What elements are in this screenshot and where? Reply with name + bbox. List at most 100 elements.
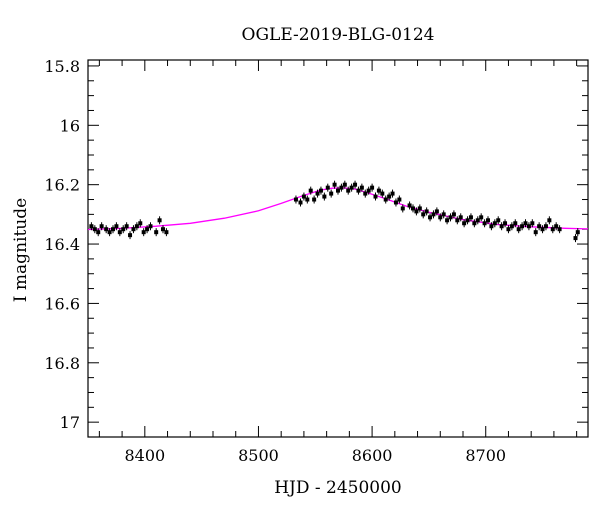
data-point [387,192,392,201]
data-point [393,198,398,207]
data-point [96,228,101,237]
data-point [417,204,422,213]
data-point [438,213,443,222]
data-point [489,222,494,231]
y-axis-title: I magnitude [11,198,31,302]
data-point [104,225,109,234]
y-tick-label: 17 [60,413,80,432]
data-point [428,213,433,222]
data-point [486,216,490,225]
data-point [397,195,402,204]
data-point [462,219,467,228]
data-point [513,219,518,228]
data-points-layer [89,180,580,243]
data-point [124,222,129,231]
data-point [157,216,162,225]
data-point [472,219,477,228]
data-point [455,216,460,225]
data-point [308,186,313,195]
data-point [92,225,97,234]
data-point [400,204,405,213]
data-point [550,225,555,234]
data-point [325,183,330,192]
data-point [543,222,548,231]
x-axis-tick-labels: 8400 8500 8600 8700 [124,446,506,465]
data-point [134,222,139,231]
data-point [448,213,453,222]
data-point [336,186,340,195]
data-point [554,222,559,231]
data-point [540,225,545,234]
chart-title: OGLE-2019-BLG-0124 [242,25,435,45]
data-point [383,195,388,204]
data-point [390,189,395,198]
x-axis-ticks [98,60,578,437]
y-axis-ticks [88,65,588,438]
y-tick-label: 15.8 [44,57,80,76]
data-point [533,228,538,237]
data-point [547,216,552,225]
y-tick-label: 16.6 [44,294,80,313]
data-point [516,225,521,234]
data-point [164,228,169,237]
x-tick-label: 8600 [352,446,393,465]
data-point [479,213,484,222]
data-point [121,225,126,234]
data-point [530,219,535,228]
y-tick-label: 16.4 [44,235,80,254]
data-point [305,195,310,204]
data-point [424,207,429,216]
data-point [431,210,436,219]
data-point [111,225,115,234]
data-point [148,222,153,231]
y-tick-label: 16.8 [44,354,80,373]
data-point [421,210,426,219]
data-point [370,183,375,192]
data-point [359,183,364,192]
data-point [451,210,456,219]
data-point [346,186,351,195]
data-point [114,222,119,231]
data-point [353,180,358,189]
data-point [492,219,497,228]
data-point [468,213,473,222]
data-point [161,225,165,234]
data-point [145,225,150,234]
data-point [301,192,306,201]
data-point [322,192,327,201]
x-tick-label: 8500 [238,446,279,465]
data-point [414,207,419,216]
data-point [366,186,371,195]
data-point [482,219,487,228]
data-point [557,225,562,234]
data-point [509,222,514,231]
data-point [445,216,450,225]
data-point [380,189,385,198]
data-point [356,186,361,195]
data-point [332,180,337,189]
data-point [499,222,504,231]
data-point [342,180,347,189]
y-tick-label: 16 [60,116,80,135]
data-point [154,228,159,237]
data-point [99,222,104,231]
data-point [506,225,511,234]
data-point [131,225,136,234]
data-point [329,189,334,198]
data-point [526,222,531,231]
data-point [312,195,317,204]
data-point [293,195,298,204]
data-point [523,219,528,228]
data-point [138,219,143,228]
data-point [128,231,133,240]
data-point [465,216,470,225]
x-tick-label: 8400 [124,446,165,465]
data-point [376,186,381,195]
data-point [458,213,463,222]
data-point [496,216,501,225]
data-point [117,228,122,237]
data-point [373,192,378,201]
data-point [298,198,303,207]
data-point [407,201,412,210]
